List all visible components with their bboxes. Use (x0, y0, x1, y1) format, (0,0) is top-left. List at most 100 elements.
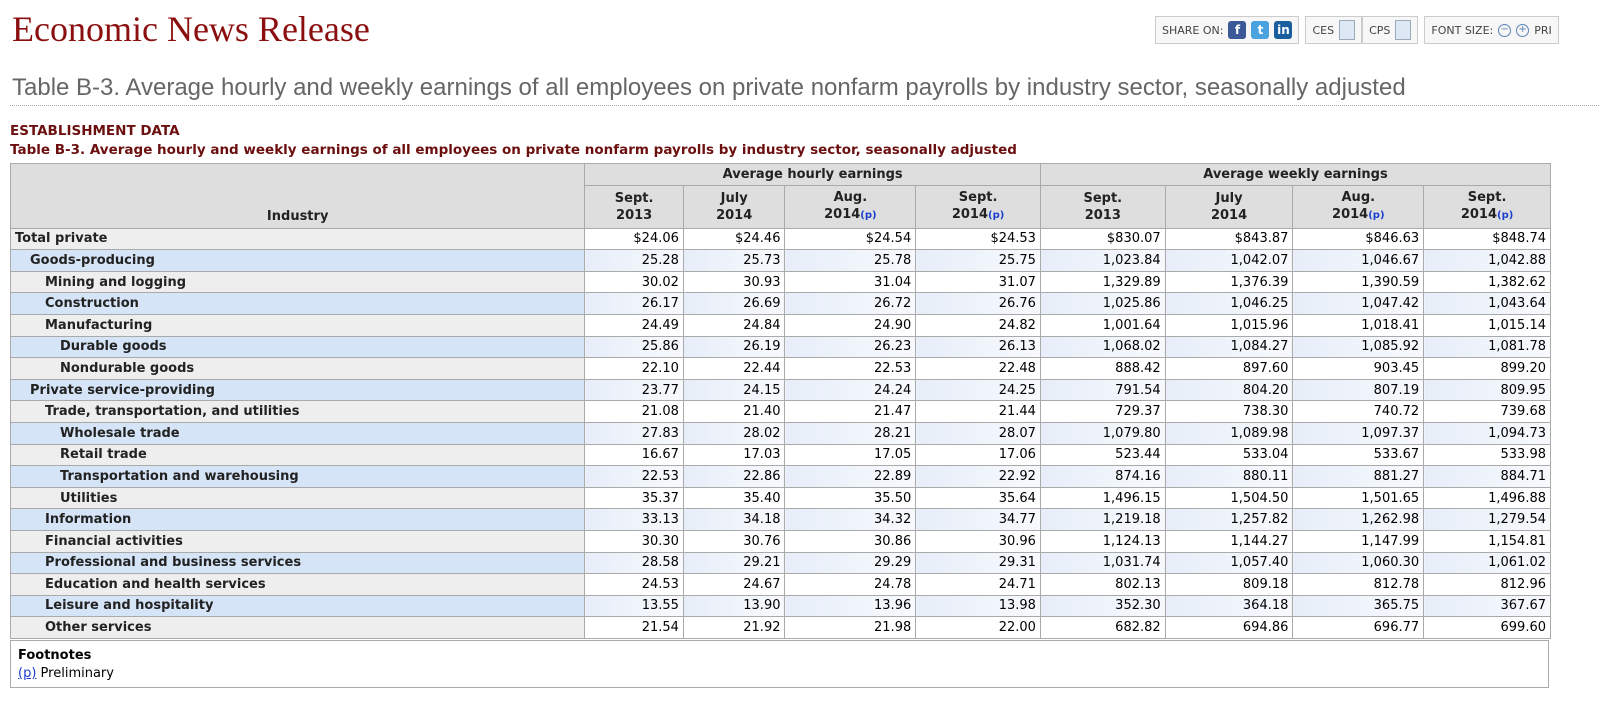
value-cell: 13.98 (915, 594, 1041, 618)
increase-font-icon[interactable]: + (1516, 23, 1530, 37)
value-cell: 26.19 (682, 335, 786, 359)
value-cell: 533.04 (1164, 443, 1294, 467)
value-cell: 740.72 (1292, 400, 1425, 423)
column-month: Aug. (1341, 190, 1376, 206)
value-cell: 29.21 (682, 551, 786, 575)
ces-link[interactable]: CES (1305, 16, 1363, 44)
value-cell: $843.87 (1164, 227, 1294, 251)
industry-label: Durable goods (9, 335, 586, 359)
value-cell: 35.64 (915, 486, 1041, 510)
preliminary-link[interactable]: (p) (1368, 210, 1385, 222)
value-cell: 1,097.37 (1292, 421, 1425, 445)
value-cell: 28.58 (584, 551, 684, 575)
column-year: 2014 (1332, 207, 1369, 223)
value-cell: 13.96 (784, 594, 917, 618)
value-cell: 28.21 (784, 421, 917, 445)
table-row: Private service-providing 23.77 24.15 24.24… (9, 378, 1551, 402)
column-header: Aug. 2014(p) (784, 184, 917, 229)
column-month: Sept. (958, 190, 998, 206)
value-cell: 1,085.92 (1292, 335, 1425, 359)
value-cell: 31.04 (784, 270, 917, 294)
twitter-icon[interactable]: t (1251, 21, 1270, 39)
print-link[interactable]: PRI (1534, 23, 1552, 37)
facebook-icon[interactable]: f (1228, 21, 1247, 39)
value-cell: 22.10 (584, 357, 684, 380)
value-cell: 26.17 (584, 292, 684, 315)
value-cell: 22.92 (915, 465, 1041, 488)
earnings-table: Industry Average hourly earnings Average… (9, 163, 1552, 639)
value-cell: 1,081.78 (1423, 335, 1551, 359)
decrease-font-icon[interactable]: − (1498, 23, 1512, 37)
linkedin-icon[interactable]: in (1274, 21, 1293, 39)
value-cell: 24.53 (584, 573, 684, 596)
value-cell: 1,060.30 (1292, 551, 1425, 575)
footnote-marker-link[interactable]: (p) (18, 666, 37, 681)
value-cell: 694.86 (1164, 616, 1294, 639)
value-cell: 352.30 (1039, 594, 1166, 618)
column-month: Sept. (1467, 190, 1507, 206)
value-cell: 1,496.15 (1039, 486, 1166, 510)
table-row: Financial activities 30.30 30.76 30.86 30.96… (9, 529, 1551, 553)
value-cell: 880.11 (1164, 465, 1294, 488)
value-cell: 809.18 (1164, 573, 1294, 596)
table-row: Goods-producing 25.28 25.73 25.78 25.75 1,023… (9, 249, 1551, 272)
value-cell: 25.73 (682, 249, 786, 272)
value-cell: 903.45 (1292, 357, 1425, 380)
value-cell: 1,154.81 (1423, 529, 1551, 553)
industry-header: Industry (9, 163, 586, 229)
value-cell: 22.44 (682, 357, 786, 380)
value-cell: 21.40 (682, 400, 786, 423)
column-month: July (720, 190, 748, 206)
cps-link[interactable]: CPS (1362, 16, 1419, 44)
industry-label: Professional and business services (9, 551, 586, 575)
column-year: 2013 (616, 207, 653, 223)
value-cell: 24.71 (915, 573, 1041, 596)
industry-label: Total private (9, 227, 586, 251)
font-size-group: FONT SIZE: − + PRI (1424, 16, 1559, 44)
table-row: Construction 26.17 26.69 26.72 26.76 1,025.86… (9, 292, 1551, 315)
value-cell: 1,047.42 (1292, 292, 1425, 315)
industry-label: Information (9, 508, 586, 531)
column-year: 2014 (824, 207, 861, 223)
value-cell: 884.71 (1423, 465, 1551, 488)
column-header: Sept. 2013 (584, 184, 684, 229)
value-cell: 802.13 (1039, 573, 1166, 596)
value-cell: 1,018.41 (1292, 313, 1425, 337)
value-cell: 29.29 (784, 551, 917, 575)
preliminary-link[interactable]: (p) (860, 210, 877, 222)
industry-label: Goods-producing (9, 249, 586, 272)
value-cell: 31.07 (915, 270, 1041, 294)
value-cell: 28.02 (682, 421, 786, 445)
value-cell: 888.42 (1039, 357, 1166, 380)
table-row: Information 33.13 34.18 34.32 34.77 1,219.18 1… (9, 508, 1551, 531)
value-cell: 1,124.13 (1039, 529, 1166, 553)
value-cell: 1,015.14 (1423, 313, 1551, 337)
value-cell: 1,042.07 (1164, 249, 1294, 272)
value-cell: $848.74 (1423, 227, 1551, 251)
column-header: Sept. 2014(p) (1423, 184, 1551, 229)
value-cell: 34.77 (915, 508, 1041, 531)
value-cell: 23.77 (584, 378, 684, 402)
value-cell: 26.72 (784, 292, 917, 315)
page-title: Table B-3. Average hourly and weekly ear… (12, 74, 1406, 101)
value-cell: 26.76 (915, 292, 1041, 315)
preliminary-link[interactable]: (p) (1497, 210, 1514, 222)
column-header: July 2014 (682, 184, 786, 229)
value-cell: 35.50 (784, 486, 917, 510)
value-cell: 1,329.89 (1039, 270, 1166, 294)
industry-label: Transportation and warehousing (9, 465, 586, 488)
top-bar: Economic News Release SHARE ON: f t in C… (0, 0, 1599, 60)
value-cell: 682.82 (1039, 616, 1166, 639)
value-cell: $830.07 (1039, 227, 1166, 251)
value-cell: 17.03 (682, 443, 786, 467)
value-cell: 33.13 (584, 508, 684, 531)
column-month: Sept. (614, 190, 654, 206)
industry-label: Education and health services (9, 573, 586, 596)
value-cell: 1,042.88 (1423, 249, 1551, 272)
preliminary-link[interactable]: (p) (988, 210, 1005, 222)
value-cell: 1,262.98 (1292, 508, 1425, 531)
value-cell: 874.16 (1039, 465, 1166, 488)
value-cell: 13.55 (584, 594, 684, 618)
value-cell: 21.44 (915, 400, 1041, 423)
industry-label: Construction (9, 292, 586, 315)
